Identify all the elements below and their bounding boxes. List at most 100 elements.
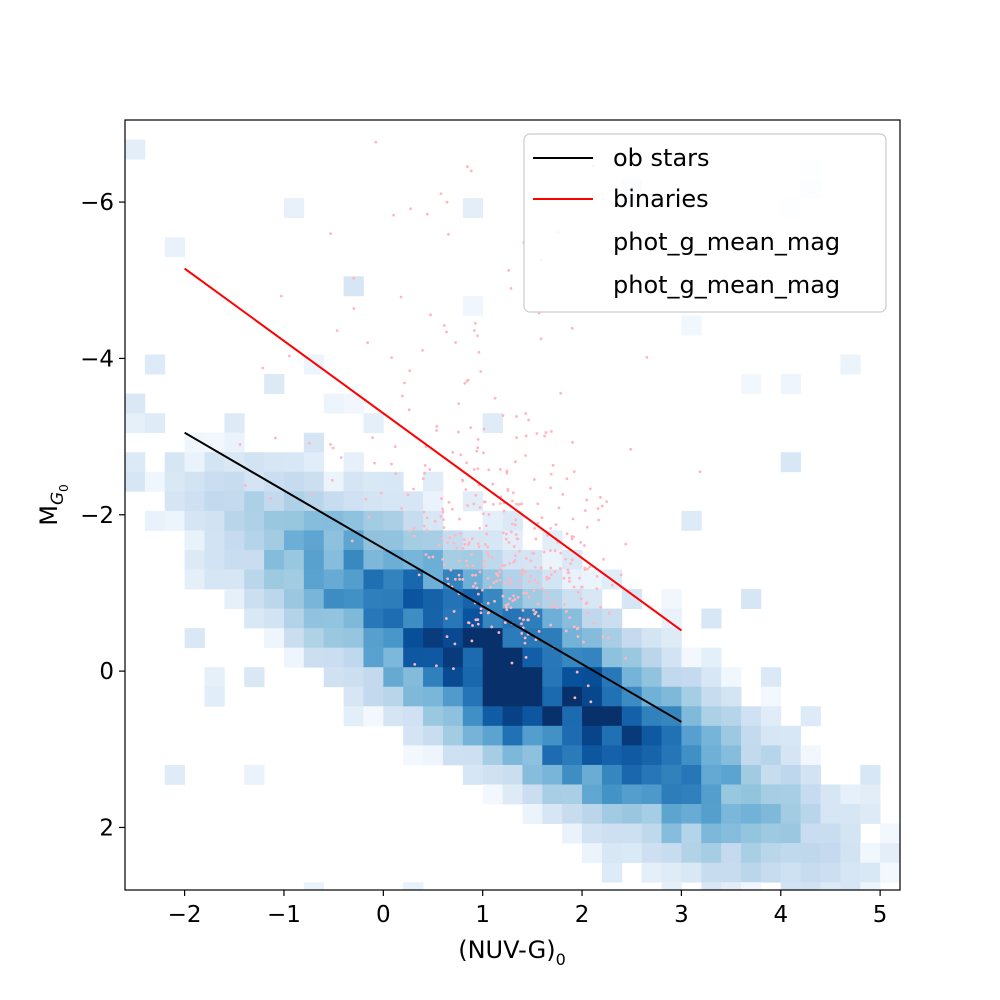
scatter-point (508, 577, 512, 581)
hist-bin (760, 764, 782, 785)
scatter-point (350, 539, 354, 543)
hist-bin (562, 706, 583, 727)
scatter-point (477, 545, 481, 549)
scatter-point (565, 532, 569, 536)
y-axis-title-group: MG0 (35, 484, 71, 526)
hist-bin (244, 510, 265, 531)
scatter-point (471, 564, 475, 568)
hist-bin (423, 589, 444, 609)
scatter-point (476, 618, 480, 622)
hist-bin (542, 569, 563, 590)
scatter-point (523, 641, 527, 645)
scatter-point (514, 533, 518, 536)
scatter-point (501, 564, 505, 567)
hist-bin (125, 393, 146, 414)
hist-bin (323, 569, 344, 590)
hist-bin (462, 686, 484, 707)
scatter-point (465, 461, 469, 465)
hist-bin (442, 745, 464, 766)
hist-bin (701, 843, 722, 864)
hist-bin (542, 725, 563, 746)
plot-frame (124, 119, 901, 891)
scatter-point (479, 370, 483, 373)
hist-bin (661, 647, 682, 668)
hist-bin (621, 667, 643, 688)
scatter-point (533, 526, 536, 530)
scatter-point (458, 517, 461, 521)
scatter-point (399, 295, 403, 299)
scatter-point (512, 594, 516, 598)
hist-bin (741, 725, 762, 746)
hist-bin (462, 647, 484, 668)
scatter-point (422, 510, 426, 514)
scatter-point (379, 491, 383, 495)
hist-bin (721, 882, 742, 890)
scatter-point (503, 563, 507, 567)
hist-bin (601, 843, 623, 864)
scatter-point (579, 541, 582, 544)
hist-bin (224, 432, 245, 453)
scatter-point (589, 700, 593, 704)
hist-bin (741, 764, 762, 785)
hist-bin (542, 784, 563, 805)
scatter-point (424, 553, 428, 556)
scatter-point (550, 430, 553, 433)
scatter-point (509, 286, 513, 290)
hist-bin (641, 823, 662, 844)
scatter-point (539, 337, 543, 341)
hist-bin (721, 725, 742, 746)
hist-bin (224, 491, 245, 512)
hist-bin (303, 569, 325, 590)
scatter-point (475, 449, 479, 453)
scatter-point (458, 559, 461, 563)
hist-bin (601, 862, 623, 883)
scatter-point (570, 558, 574, 562)
hist-bin (582, 804, 603, 824)
scatter-point (495, 572, 498, 575)
hist-bin (601, 804, 623, 824)
scatter-point (453, 577, 457, 581)
scatter-point (412, 487, 415, 491)
scatter-point (490, 555, 494, 559)
hist-bin (482, 784, 503, 805)
scatter-point (568, 579, 571, 583)
scatter-point (476, 438, 480, 441)
scatter-point (506, 487, 510, 491)
hist-bin (343, 667, 364, 688)
scatter-point (544, 590, 548, 594)
hist-bin (343, 510, 364, 531)
hist-bin (283, 452, 305, 473)
scatter-point (412, 527, 416, 530)
scatter-point (532, 589, 536, 593)
scatter-point (514, 523, 517, 527)
hist-bin (462, 667, 484, 688)
hist-bin (522, 784, 543, 805)
scatter-point (488, 585, 492, 589)
x-tick-label: 1 (475, 902, 490, 928)
scatter-point (413, 663, 417, 666)
hist-bin (780, 823, 802, 844)
scatter-point (536, 521, 540, 525)
scatter-point (479, 607, 483, 611)
scatter-point (501, 414, 505, 417)
hist-bin (224, 549, 245, 570)
hist-bin (383, 549, 404, 570)
hist-bin (800, 745, 821, 766)
hist-bin (760, 706, 782, 727)
scatter-point (545, 577, 549, 581)
hist-bin (502, 667, 523, 688)
scatter-point (311, 492, 315, 496)
hist-bin (403, 510, 424, 531)
hist-bin (860, 804, 881, 824)
hist-bin (363, 491, 384, 512)
hist-bin (224, 510, 245, 531)
hist-bin (502, 530, 523, 551)
scatter-point (244, 484, 247, 487)
hist-bin (184, 530, 205, 551)
scatter-point (486, 576, 490, 580)
hist-bin (800, 823, 821, 844)
hist-bin (204, 491, 225, 512)
scatter-point (515, 537, 519, 541)
scatter-point (624, 542, 628, 546)
scatter-point (476, 622, 480, 626)
